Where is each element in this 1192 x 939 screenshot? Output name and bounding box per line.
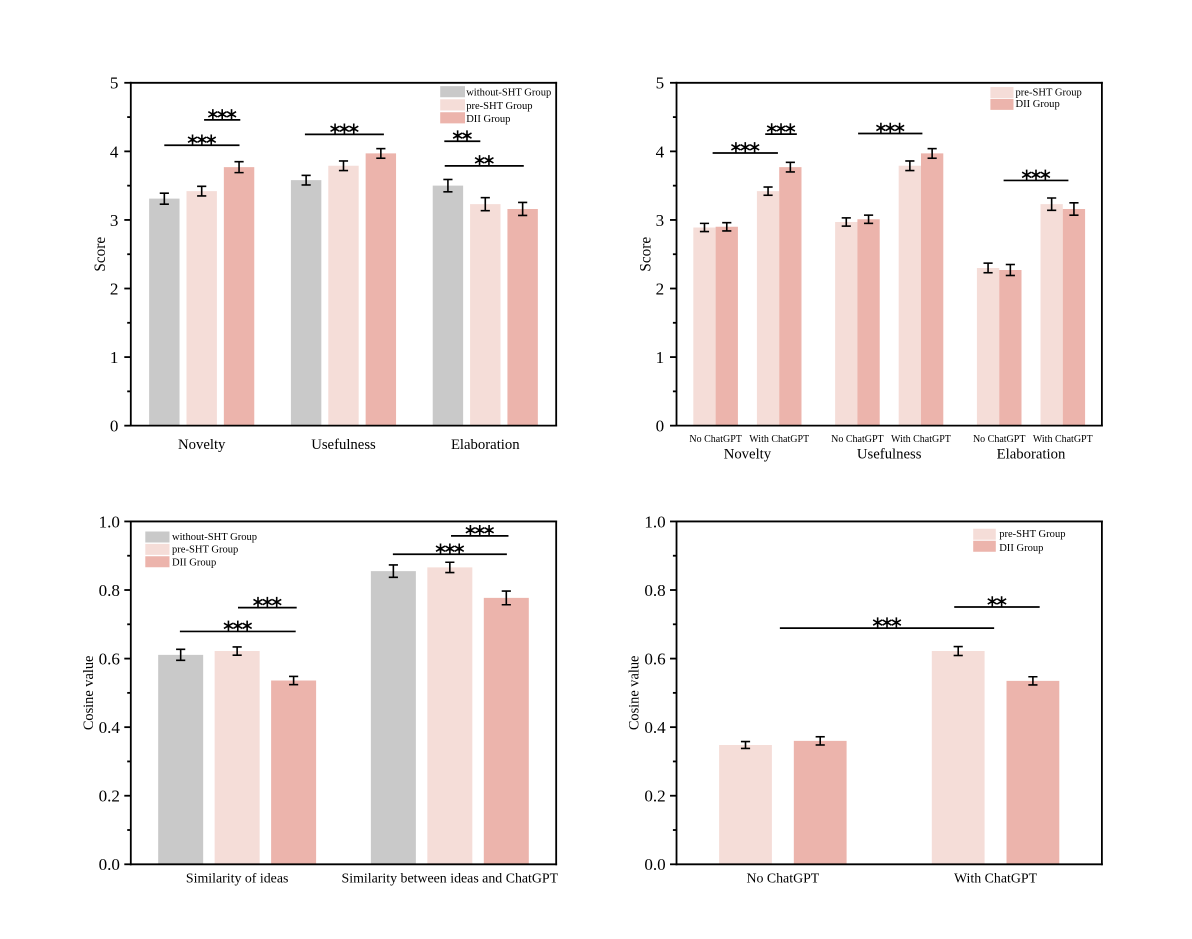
svg-text:DII Group: DII Group xyxy=(466,114,510,125)
svg-text:0: 0 xyxy=(110,417,119,436)
svg-text:0.6: 0.6 xyxy=(99,650,121,669)
svg-text:Elaboration: Elaboration xyxy=(997,446,1066,462)
svg-text:With ChatGPT: With ChatGPT xyxy=(954,872,1038,887)
svg-text:DII Group: DII Group xyxy=(999,543,1043,554)
svg-text:pre-SHT Group: pre-SHT Group xyxy=(1016,88,1082,99)
svg-text:pre-SHT Group: pre-SHT Group xyxy=(466,101,532,112)
svg-text:Similarity between ideas and C: Similarity between ideas and ChatGPT xyxy=(342,872,559,887)
svg-text:With ChatGPT: With ChatGPT xyxy=(1033,434,1093,445)
svg-text:Elaboration: Elaboration xyxy=(451,437,520,453)
svg-text:3: 3 xyxy=(656,211,665,230)
svg-text:No ChatGPT: No ChatGPT xyxy=(746,872,819,887)
svg-text:With ChatGPT: With ChatGPT xyxy=(749,434,809,445)
svg-text:Score: Score xyxy=(638,237,655,272)
svg-text:With ChatGPT: With ChatGPT xyxy=(891,434,951,445)
svg-text:1.0: 1.0 xyxy=(644,512,665,531)
svg-text:0.2: 0.2 xyxy=(99,787,120,806)
svg-text:2: 2 xyxy=(110,279,119,298)
svg-text:0.2: 0.2 xyxy=(644,787,665,806)
svg-text:No ChatGPT: No ChatGPT xyxy=(831,434,884,445)
svg-text:Cosine value: Cosine value xyxy=(627,656,643,731)
svg-text:Novelty: Novelty xyxy=(724,446,772,462)
svg-text:4: 4 xyxy=(656,142,665,161)
svg-text:2: 2 xyxy=(656,279,665,298)
svg-text:Score: Score xyxy=(92,237,109,272)
svg-text:5: 5 xyxy=(110,74,119,93)
svg-text:No ChatGPT: No ChatGPT xyxy=(973,434,1026,445)
svg-text:0.6: 0.6 xyxy=(644,650,666,669)
svg-text:Cosine value: Cosine value xyxy=(81,656,97,731)
svg-text:1: 1 xyxy=(110,348,119,367)
svg-text:without-SHT Group: without-SHT Group xyxy=(466,88,551,99)
svg-text:4: 4 xyxy=(110,142,119,161)
svg-text:0.4: 0.4 xyxy=(644,718,666,737)
svg-text:without-SHT Group: without-SHT Group xyxy=(172,532,257,543)
svg-text:3: 3 xyxy=(110,211,119,230)
svg-text:0: 0 xyxy=(656,417,665,436)
svg-text:Usefulness: Usefulness xyxy=(311,437,376,453)
svg-text:1.0: 1.0 xyxy=(99,512,120,531)
svg-text:Novelty: Novelty xyxy=(178,437,226,453)
svg-text:No ChatGPT: No ChatGPT xyxy=(689,434,742,445)
svg-text:1: 1 xyxy=(656,348,665,367)
svg-text:0.0: 0.0 xyxy=(99,855,120,874)
svg-text:pre-SHT Group: pre-SHT Group xyxy=(999,529,1065,540)
svg-text:0.8: 0.8 xyxy=(99,581,120,600)
svg-text:0.0: 0.0 xyxy=(644,855,665,874)
svg-text:Usefulness: Usefulness xyxy=(857,446,922,462)
svg-text:Similarity of ideas: Similarity of ideas xyxy=(186,872,289,887)
svg-text:0.8: 0.8 xyxy=(644,581,665,600)
svg-text:DII Group: DII Group xyxy=(1016,99,1060,110)
svg-text:pre-SHT Group: pre-SHT Group xyxy=(172,545,238,556)
svg-text:0.4: 0.4 xyxy=(99,718,121,737)
svg-text:5: 5 xyxy=(656,74,665,93)
svg-text:DII Group: DII Group xyxy=(172,558,216,569)
